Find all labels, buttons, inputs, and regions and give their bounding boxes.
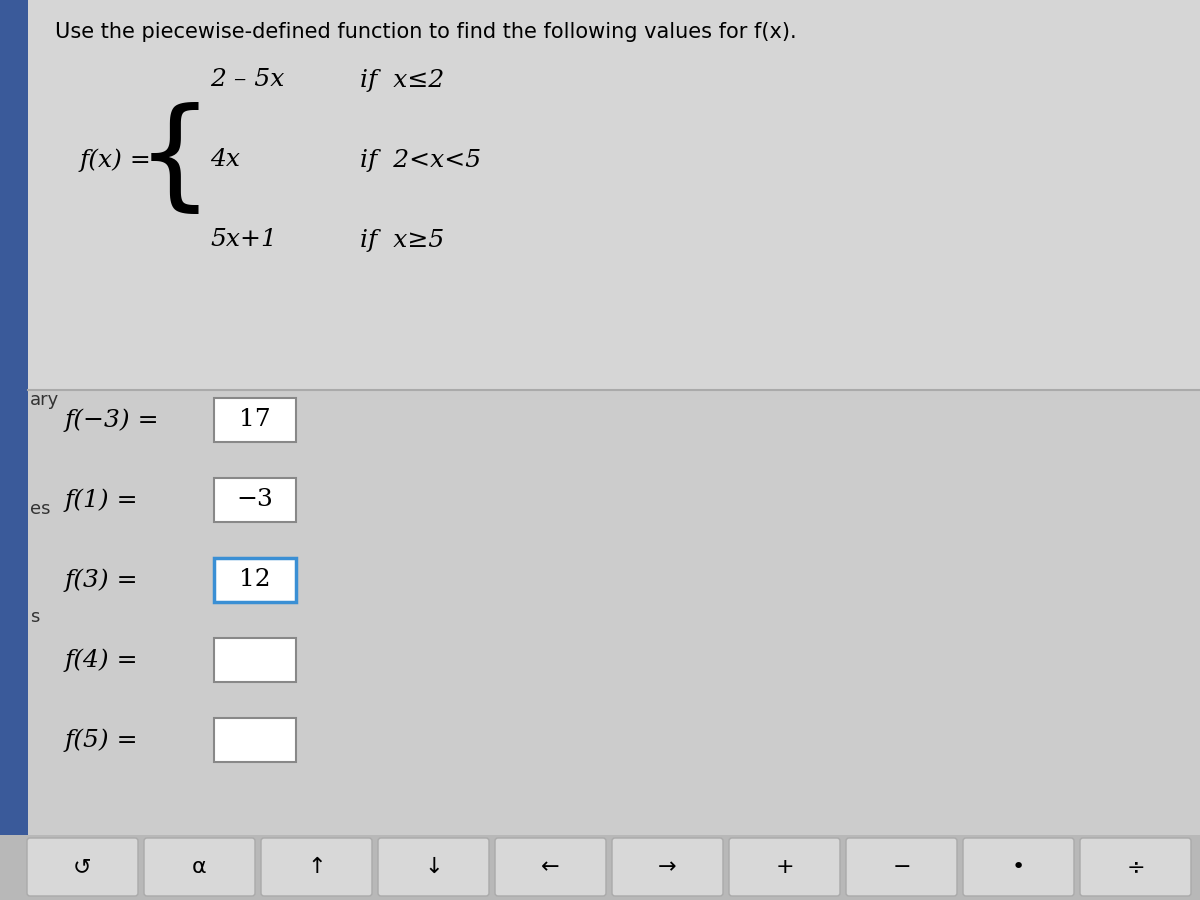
Text: +: + [775,857,794,877]
Text: 12: 12 [239,569,271,591]
Text: −3: −3 [236,489,274,511]
Text: →: → [658,857,677,877]
Text: ↑: ↑ [307,857,326,877]
Text: if  x≥5: if x≥5 [360,229,444,251]
Text: 5x+1: 5x+1 [210,229,277,251]
FancyBboxPatch shape [730,838,840,896]
Text: f(x) =: f(x) = [80,148,152,172]
Text: ↓: ↓ [424,857,443,877]
Text: ÷: ÷ [1126,857,1145,877]
FancyBboxPatch shape [214,398,296,442]
Text: −: − [892,857,911,877]
Text: f(3) =: f(3) = [65,568,139,592]
FancyBboxPatch shape [214,478,296,522]
Text: es: es [30,500,50,518]
FancyBboxPatch shape [1080,838,1190,896]
Text: {: { [136,102,214,219]
Text: α: α [192,857,206,877]
Text: 2 – 5x: 2 – 5x [210,68,284,92]
FancyBboxPatch shape [964,838,1074,896]
FancyBboxPatch shape [496,838,606,896]
Text: Use the piecewise-defined function to find the following values for f(x).: Use the piecewise-defined function to fi… [55,22,797,42]
FancyBboxPatch shape [214,558,296,602]
Text: ↺: ↺ [73,857,92,877]
Text: •: • [1012,857,1025,877]
Bar [0,835,1200,900]
FancyBboxPatch shape [612,838,722,896]
FancyBboxPatch shape [28,838,138,896]
Text: s: s [30,608,40,625]
Bar [28,390,1200,835]
Text: 17: 17 [239,409,271,431]
Text: f(5) =: f(5) = [65,728,139,752]
Text: if  2<x<5: if 2<x<5 [360,148,481,172]
Bar [28,0,1200,390]
Bar [0,0,28,900]
Text: ←: ← [541,857,560,877]
FancyBboxPatch shape [214,638,296,682]
Text: f(1) =: f(1) = [65,488,139,512]
Text: f(−3) =: f(−3) = [65,409,160,432]
FancyBboxPatch shape [378,838,490,896]
Text: 4x: 4x [210,148,240,172]
FancyBboxPatch shape [144,838,256,896]
FancyBboxPatch shape [214,718,296,762]
Text: if  x≤2: if x≤2 [360,68,444,92]
FancyBboxPatch shape [262,838,372,896]
Text: f(4) =: f(4) = [65,648,139,671]
Text: ary: ary [30,392,59,410]
FancyBboxPatch shape [846,838,958,896]
